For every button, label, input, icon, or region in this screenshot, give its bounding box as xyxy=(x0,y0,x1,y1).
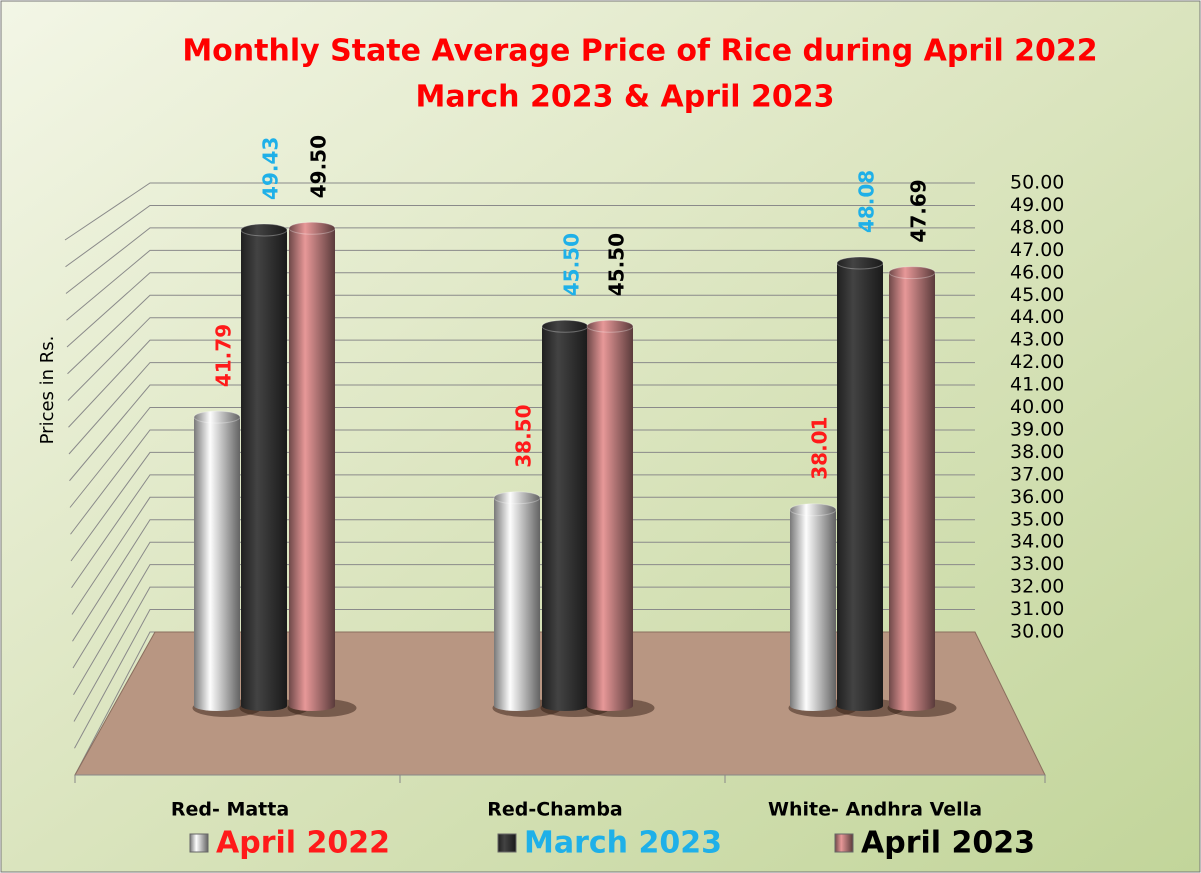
bar-top xyxy=(288,221,336,235)
y-tick-label: 37.00 xyxy=(1010,463,1064,485)
y-tick-label: 39.00 xyxy=(1010,418,1064,440)
bar-top xyxy=(888,266,936,280)
value-label: 49.43 xyxy=(259,137,283,200)
grid-line xyxy=(69,407,975,508)
y-tick-label: 31.00 xyxy=(1010,598,1064,620)
value-label: 48.08 xyxy=(855,170,879,233)
bar xyxy=(837,263,883,706)
bar xyxy=(194,417,240,706)
grid-line xyxy=(65,227,975,294)
y-tick-label: 44.00 xyxy=(1010,306,1064,328)
y-tick-label: 33.00 xyxy=(1010,553,1064,575)
bar-top xyxy=(541,319,589,333)
y-tick-label: 32.00 xyxy=(1010,576,1064,598)
value-label: 38.50 xyxy=(512,404,536,467)
grid-line xyxy=(70,451,975,562)
grid-line xyxy=(67,317,975,401)
bar xyxy=(494,497,540,706)
y-tick-label: 41.00 xyxy=(1010,374,1064,396)
value-label: 41.79 xyxy=(212,324,236,387)
grid-line xyxy=(71,474,975,589)
grid-line xyxy=(71,496,975,615)
grid-line xyxy=(72,519,975,642)
bar-top xyxy=(240,223,288,237)
bar-bottom xyxy=(241,701,287,711)
bar-bottom xyxy=(494,701,540,711)
bar xyxy=(889,272,935,706)
grid-line xyxy=(69,384,975,482)
bar-bottom xyxy=(889,701,935,711)
grid-line xyxy=(66,249,975,321)
legend-swatch xyxy=(834,833,854,853)
legend-swatch xyxy=(497,833,517,853)
bar-bottom xyxy=(587,701,633,711)
legend-swatch xyxy=(189,833,209,853)
value-label: 45.50 xyxy=(560,233,584,296)
grid-line xyxy=(65,204,975,268)
y-tick-label: 34.00 xyxy=(1010,531,1064,553)
y-tick-label: 36.00 xyxy=(1010,486,1064,508)
chart-subtitle: March 2023 & April 2023 xyxy=(415,80,834,115)
bar-top xyxy=(586,319,634,333)
grid-line xyxy=(70,429,975,535)
bar-bottom xyxy=(194,701,240,711)
y-tick-label: 35.00 xyxy=(1010,508,1064,530)
grid-line xyxy=(68,339,975,428)
y-axis-label: Prices in Rs. xyxy=(37,336,58,445)
grid-line xyxy=(67,294,975,375)
grid-line xyxy=(73,564,975,696)
grid-line xyxy=(72,541,975,669)
y-tick-label: 30.00 xyxy=(1010,621,1064,643)
x-tick-label: White- Andhra Vella xyxy=(768,799,982,821)
value-label: 45.50 xyxy=(605,233,629,296)
y-tick-label: 47.00 xyxy=(1010,239,1064,261)
y-tick-label: 43.00 xyxy=(1010,329,1064,351)
value-label: 49.50 xyxy=(307,135,331,198)
y-tick-label: 50.00 xyxy=(1010,172,1064,194)
bar xyxy=(241,229,287,706)
legend-label: March 2023 xyxy=(524,826,722,861)
bar-bottom xyxy=(790,701,836,711)
y-tick-label: 45.00 xyxy=(1010,284,1064,306)
grid-line xyxy=(64,182,975,241)
x-tick-label: Red- Matta xyxy=(171,799,289,821)
value-label: 38.01 xyxy=(808,416,832,479)
value-label: 47.69 xyxy=(907,179,931,242)
y-tick-label: 40.00 xyxy=(1010,396,1064,418)
bar-bottom xyxy=(542,701,588,711)
legend-label: April 2023 xyxy=(861,826,1035,861)
y-tick-label: 49.00 xyxy=(1010,194,1064,216)
grid-line xyxy=(68,362,975,455)
bar-top xyxy=(193,410,241,424)
bar-top xyxy=(836,256,884,270)
y-tick-label: 42.00 xyxy=(1010,351,1064,373)
bar-bottom xyxy=(289,701,335,711)
grid-line xyxy=(74,609,975,749)
bar-top xyxy=(789,503,837,517)
chart-title: Monthly State Average Price of Rice duri… xyxy=(182,34,1097,69)
grid-line xyxy=(66,272,975,348)
bar xyxy=(542,326,588,706)
bar xyxy=(790,509,836,706)
grid-line xyxy=(73,586,975,722)
bar xyxy=(587,326,633,706)
legend-label: April 2022 xyxy=(216,826,390,861)
bar-bottom xyxy=(837,701,883,711)
y-tick-label: 48.00 xyxy=(1010,216,1064,238)
x-tick-label: Red-Chamba xyxy=(487,799,623,821)
y-tick-label: 38.00 xyxy=(1010,441,1064,463)
bar-top xyxy=(493,491,541,505)
y-tick-label: 46.00 xyxy=(1010,261,1064,283)
bar xyxy=(289,228,335,706)
